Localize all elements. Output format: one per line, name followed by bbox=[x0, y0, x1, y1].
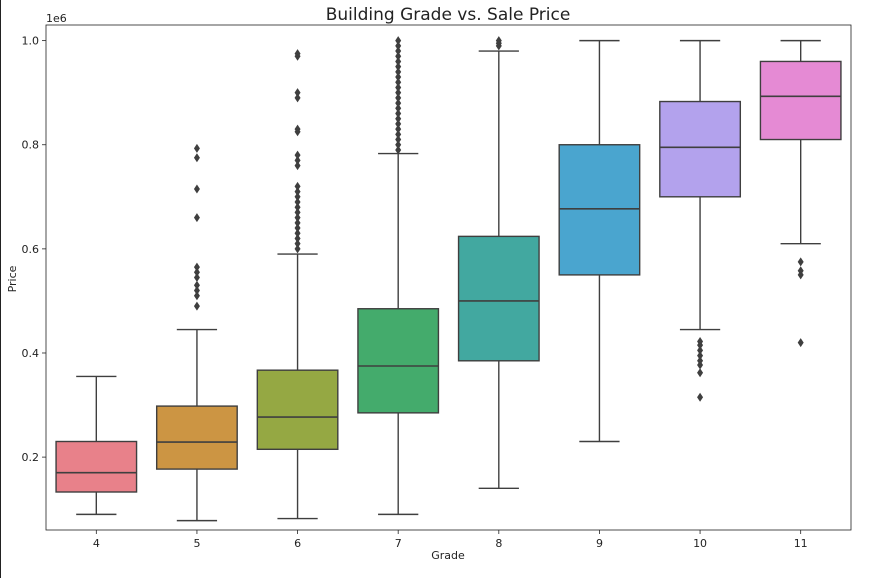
outlier-point bbox=[294, 93, 301, 103]
x-tick-label: 10 bbox=[693, 537, 707, 550]
outlier-point bbox=[395, 114, 402, 124]
outlier-point bbox=[697, 392, 704, 402]
outlier-point bbox=[193, 213, 200, 223]
y-axis-offset-label: 1e6 bbox=[46, 12, 67, 25]
outlier-point bbox=[495, 36, 502, 46]
outlier-point bbox=[395, 103, 402, 113]
outlier-point bbox=[294, 228, 301, 238]
outlier-point bbox=[294, 233, 301, 243]
outlier-point bbox=[294, 49, 301, 59]
chart-title: Building Grade vs. Sale Price bbox=[326, 5, 571, 25]
outlier-point bbox=[193, 267, 200, 277]
y-tick-label: 1.0 bbox=[22, 35, 40, 48]
outlier-point bbox=[697, 368, 704, 378]
outlier-point bbox=[294, 244, 301, 254]
outlier-point bbox=[294, 213, 301, 223]
outlier-point bbox=[697, 337, 704, 347]
outlier-point bbox=[395, 140, 402, 150]
outlier-point bbox=[294, 88, 301, 98]
outlier-point bbox=[395, 119, 402, 129]
box-grade-5 bbox=[155, 405, 238, 470]
outlier-point bbox=[294, 161, 301, 171]
outlier-point bbox=[193, 184, 200, 194]
outlier-point bbox=[697, 345, 704, 355]
outlier-point bbox=[193, 291, 200, 301]
outlier-point bbox=[193, 273, 200, 282]
outlier-point bbox=[395, 72, 402, 82]
outlier-point bbox=[395, 67, 402, 77]
outlier-point bbox=[193, 301, 200, 311]
outlier-point bbox=[294, 192, 301, 202]
outlier-point bbox=[395, 98, 402, 108]
y-tick-label: 0.4 bbox=[22, 347, 40, 360]
outlier-point bbox=[294, 150, 301, 160]
outlier-point bbox=[395, 109, 402, 119]
box-grade-9 bbox=[558, 144, 641, 276]
outlier-point bbox=[193, 262, 200, 272]
x-tick-label: 6 bbox=[294, 537, 301, 550]
y-tick-label: 0.2 bbox=[22, 451, 40, 464]
box-grade-4 bbox=[55, 440, 138, 493]
outlier-point bbox=[294, 218, 301, 228]
outlier-point bbox=[294, 181, 301, 191]
x-tick-label: 7 bbox=[395, 537, 402, 550]
outlier-point bbox=[395, 124, 402, 134]
box-grade-10 bbox=[659, 100, 742, 198]
outlier-point bbox=[294, 239, 301, 249]
outlier-point bbox=[193, 286, 200, 296]
outlier-point bbox=[797, 338, 804, 348]
outlier-point bbox=[395, 41, 402, 51]
outlier-point bbox=[395, 46, 402, 56]
outlier-point bbox=[193, 143, 200, 153]
x-tick-label: 8 bbox=[495, 537, 502, 550]
y-axis-label: Price bbox=[6, 265, 19, 292]
x-tick-label: 4 bbox=[93, 537, 100, 550]
outlier-point bbox=[294, 155, 301, 165]
window-left-edge bbox=[0, 0, 1, 578]
outlier-point bbox=[395, 82, 402, 92]
outlier-point bbox=[395, 88, 402, 98]
outlier-point bbox=[193, 153, 200, 163]
outlier-point bbox=[395, 135, 402, 145]
outlier-point bbox=[395, 93, 402, 103]
outlier-point bbox=[193, 280, 200, 290]
outlier-point bbox=[797, 257, 804, 267]
outlier-point bbox=[294, 223, 301, 233]
x-tick-label: 9 bbox=[596, 537, 603, 550]
outlier-point bbox=[294, 202, 301, 212]
outlier-point bbox=[395, 77, 402, 87]
box-grade-8 bbox=[457, 235, 540, 362]
outlier-point bbox=[294, 124, 301, 134]
outlier-point bbox=[395, 62, 402, 72]
outlier-point bbox=[294, 197, 301, 207]
y-tick-label: 0.8 bbox=[22, 139, 40, 152]
outlier-point bbox=[797, 266, 804, 276]
x-tick-label: 11 bbox=[794, 537, 808, 550]
plot-area: 0.2 0.4 0.6 0.8 1.0 4 5 6 7 8 9 10 11 bbox=[22, 24, 852, 550]
outlier-point bbox=[395, 145, 402, 155]
outlier-point bbox=[395, 36, 402, 46]
y-tick-label: 0.6 bbox=[22, 243, 40, 256]
x-tick-label: 5 bbox=[193, 537, 200, 550]
outlier-point bbox=[697, 356, 704, 366]
box-grade-7 bbox=[357, 308, 440, 414]
x-axis-label: Grade bbox=[431, 549, 465, 562]
outlier-point bbox=[697, 351, 704, 361]
outlier-point bbox=[294, 187, 301, 197]
box-grade-11 bbox=[759, 60, 842, 141]
outlier-point bbox=[395, 56, 402, 66]
outlier-point bbox=[395, 129, 402, 139]
plot-frame bbox=[45, 24, 852, 531]
outlier-point bbox=[395, 51, 402, 61]
box-grade-6 bbox=[256, 369, 339, 451]
outlier-point bbox=[294, 207, 301, 217]
